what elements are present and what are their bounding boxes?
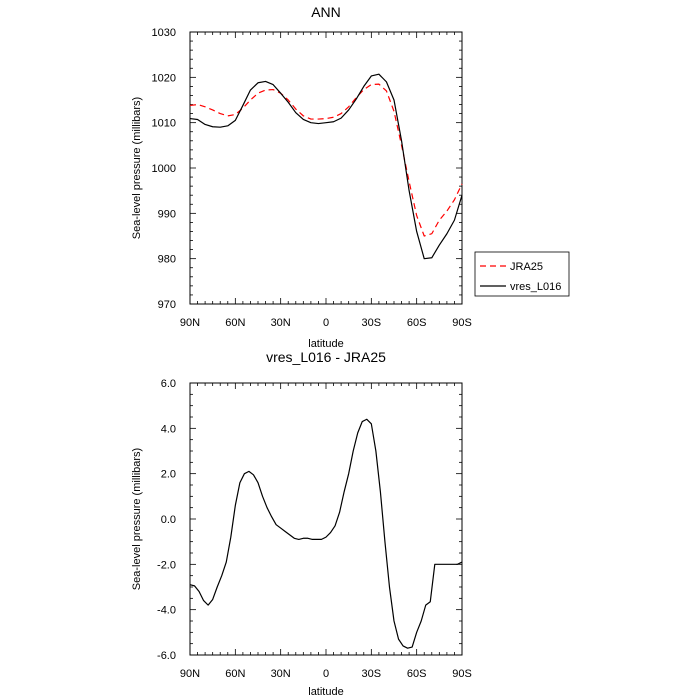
- x-axis-label: latitude: [308, 686, 343, 698]
- y-tick-label: 2.0: [161, 469, 176, 481]
- x-tick-label: 30S: [362, 317, 382, 329]
- y-tick-label: 4.0: [161, 423, 176, 435]
- y-tick-label: 1020: [152, 72, 176, 84]
- y-tick-label: 0.0: [161, 514, 176, 526]
- x-tick-labels: 90N 60N 30N 0 30S 60S 90S: [180, 668, 472, 680]
- legend: JRA25 vres_L016: [474, 251, 570, 297]
- legend-label-vres-l016: vres_L016: [510, 281, 561, 293]
- x-tick-label: 0: [323, 668, 329, 680]
- chart-title: ANN: [311, 4, 341, 20]
- y-tick-label: 6.0: [161, 378, 176, 390]
- y-tick-label: 1000: [152, 163, 176, 175]
- panel-ann: ANN 90N 60N 30N 0 30S 60S 90S 970 980 990 1000 101…: [131, 4, 472, 350]
- panel-difference: vres_L016 - JRA25 90N 60N 30N 0 30S 60S 90S -6…: [131, 349, 472, 698]
- series-line-difference: [189, 418, 463, 649]
- y-tick-label: 1030: [152, 27, 176, 39]
- x-tick-label: 60N: [225, 668, 245, 680]
- x-tick-labels: 90N 60N 30N 0 30S 60S 90S: [180, 317, 472, 329]
- tick-marks: [189, 31, 463, 305]
- series-line-jra25: [189, 83, 463, 237]
- x-tick-label: 0: [323, 317, 329, 329]
- plot-frame: [189, 382, 463, 656]
- x-tick-label: 60S: [407, 668, 427, 680]
- legend-box: [474, 251, 570, 297]
- y-tick-labels: 970 980 990 1000 1010 1020 1030: [152, 27, 176, 311]
- y-tick-label: 980: [158, 254, 176, 266]
- y-tick-label: 1010: [152, 118, 176, 130]
- chart-title: vres_L016 - JRA25: [266, 349, 386, 365]
- x-tick-label: 90N: [180, 317, 200, 329]
- series-group: [189, 73, 463, 260]
- tick-marks: [189, 382, 463, 656]
- y-tick-label: -4.0: [157, 605, 176, 617]
- x-tick-label: 30N: [271, 317, 291, 329]
- x-tick-label: 30N: [271, 668, 291, 680]
- x-axis-label: latitude: [308, 338, 343, 350]
- legend-label-jra25: JRA25: [510, 261, 543, 273]
- series-line-vres-l016: [189, 73, 463, 260]
- y-tick-label: -2.0: [157, 559, 176, 571]
- x-tick-label: 90N: [180, 668, 200, 680]
- x-tick-label: 60S: [407, 317, 427, 329]
- x-tick-label: 90S: [452, 668, 472, 680]
- x-tick-label: 90S: [452, 317, 472, 329]
- y-tick-label: 970: [158, 299, 176, 311]
- y-tick-label: 990: [158, 208, 176, 220]
- y-axis-label: Sea-level pressure (millibars): [131, 448, 143, 590]
- y-axis-label: Sea-level pressure (millibars): [131, 97, 143, 239]
- plot-frame: [189, 31, 463, 305]
- x-tick-label: 60N: [225, 317, 245, 329]
- y-tick-labels: -6.0 -4.0 -2.0 0.0 2.0 4.0 6.0: [157, 378, 176, 662]
- x-tick-label: 30S: [362, 668, 382, 680]
- series-group: [189, 418, 463, 649]
- y-tick-label: -6.0: [157, 650, 176, 662]
